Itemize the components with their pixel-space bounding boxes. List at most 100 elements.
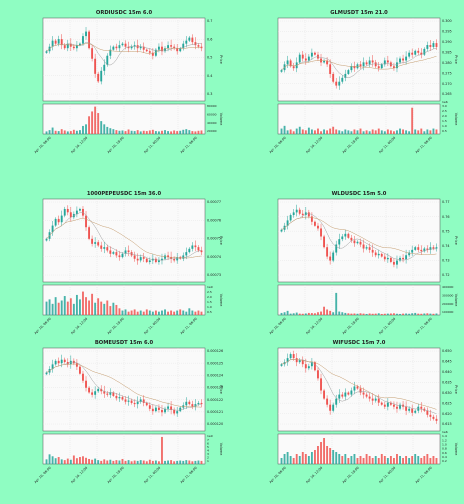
candle-body: [188, 401, 191, 405]
volume-bar: [347, 313, 350, 315]
volume-bar: [307, 312, 310, 315]
candle-body: [286, 220, 289, 226]
volume-bar: [88, 116, 90, 134]
candle-body: [167, 406, 169, 409]
candle-body: [292, 212, 295, 216]
x-tick-label: Apr 11, 06:00: [414, 317, 432, 335]
volume-bar: [97, 460, 100, 464]
candle-body: [136, 258, 139, 261]
candle-body: [356, 241, 359, 244]
candle-body: [353, 386, 356, 391]
volume-bar: [307, 127, 310, 134]
candle-body: [115, 252, 118, 256]
candle-body: [85, 380, 87, 388]
candle-body: [60, 359, 63, 364]
volume-bar: [130, 130, 133, 134]
candle-body: [304, 58, 307, 61]
volume-bar: [426, 313, 429, 315]
candle-body: [374, 398, 377, 401]
volume-bar: [142, 311, 145, 315]
y-tick-label: 0.295: [442, 30, 452, 34]
candle-body: [320, 58, 322, 63]
volume-bar: [365, 130, 368, 134]
candle-body: [432, 43, 435, 47]
volume-tick-label: 60000: [207, 113, 217, 117]
volume-bar: [304, 454, 307, 464]
candle-body: [420, 406, 423, 409]
volume-tick-label: 2.0: [442, 114, 447, 118]
candle-body: [341, 394, 344, 397]
chart-title: ORDIUSDC 15m 6.0: [96, 10, 153, 16]
volume-bar: [292, 458, 295, 464]
volume-bar: [335, 452, 338, 464]
volume-bar: [179, 309, 182, 315]
moving-average-line: [46, 212, 202, 261]
volume-bar: [158, 131, 160, 134]
volume-bar: [79, 457, 81, 464]
candle-body: [386, 60, 389, 63]
candle-body: [139, 46, 142, 49]
candle-body: [88, 227, 90, 239]
candlestick-chart: ORDIUSDC 15m 6.0 0.7 0.6 0.5 0.4 0.3 Price 8000…: [33, 10, 223, 154]
candle-body: [176, 257, 179, 261]
volume-bar: [341, 456, 344, 464]
volume-bar: [280, 128, 283, 134]
volume-bar: [341, 131, 344, 134]
y-tick-label: 0.00076: [207, 218, 221, 222]
volume-bar: [151, 311, 154, 315]
volume-bar: [386, 129, 389, 134]
volume-multiplier: 1e6: [442, 430, 448, 434]
candle-body: [164, 255, 166, 259]
candle-body: [298, 209, 301, 214]
volume-bar: [286, 130, 289, 134]
volume-bar: [75, 130, 78, 134]
candle-body: [45, 51, 48, 53]
candle-body: [426, 45, 429, 49]
volume-bar: [151, 460, 154, 464]
chart-title: WIFUSDC 15m 7.0: [333, 340, 386, 346]
volume-bar: [420, 458, 423, 464]
candle-body: [154, 407, 157, 412]
volume-tick-label: 1.0: [442, 124, 447, 128]
volume-bar: [154, 131, 157, 134]
candle-body: [344, 233, 347, 237]
candle-body: [405, 406, 408, 411]
volume-bar: [432, 456, 435, 464]
candle-body: [377, 253, 380, 256]
x-tick-label: Apr 10, 06:00: [268, 466, 286, 484]
volume-bar: [100, 121, 103, 134]
candlestick-chart: BOMEUSDT 15m 6.0 0.000126 0.000125 0.000124…: [33, 340, 223, 484]
volume-bar: [48, 454, 51, 464]
volume-bar: [121, 130, 124, 134]
y-tick-label: 0.00073: [207, 273, 221, 277]
x-tick-label: Apr 10, 06:00: [33, 466, 51, 484]
y-tick-label: 0.3: [207, 92, 212, 96]
volume-bar: [124, 460, 127, 464]
candle-body: [60, 215, 63, 223]
candle-body: [75, 45, 78, 49]
volume-bar: [402, 458, 404, 464]
volume-bar: [182, 310, 185, 315]
volume-bar: [374, 313, 377, 315]
candle-body: [127, 46, 130, 49]
candle-body: [182, 255, 185, 259]
volume-bar: [298, 456, 301, 464]
volume-bar: [429, 313, 432, 315]
volume-bar: [121, 310, 124, 315]
y-tick-label: 0.00075: [207, 237, 221, 241]
volume-bar: [426, 129, 429, 134]
x-tick-label: Apr 11, 06:00: [179, 136, 197, 154]
volume-bar: [286, 310, 289, 315]
volume-bar: [338, 130, 341, 134]
volume-bar: [417, 313, 420, 315]
volume-tick-label: 0.4: [442, 455, 447, 459]
candle-body: [148, 51, 151, 53]
candle-body: [350, 66, 353, 71]
x-tick-label: Apr 11, 06:00: [179, 317, 197, 335]
volume-tick-label: 7: [207, 438, 209, 442]
volume-bar: [292, 313, 295, 315]
candle-body: [314, 362, 316, 371]
candle-body: [185, 40, 188, 44]
volume-bar: [142, 460, 145, 464]
